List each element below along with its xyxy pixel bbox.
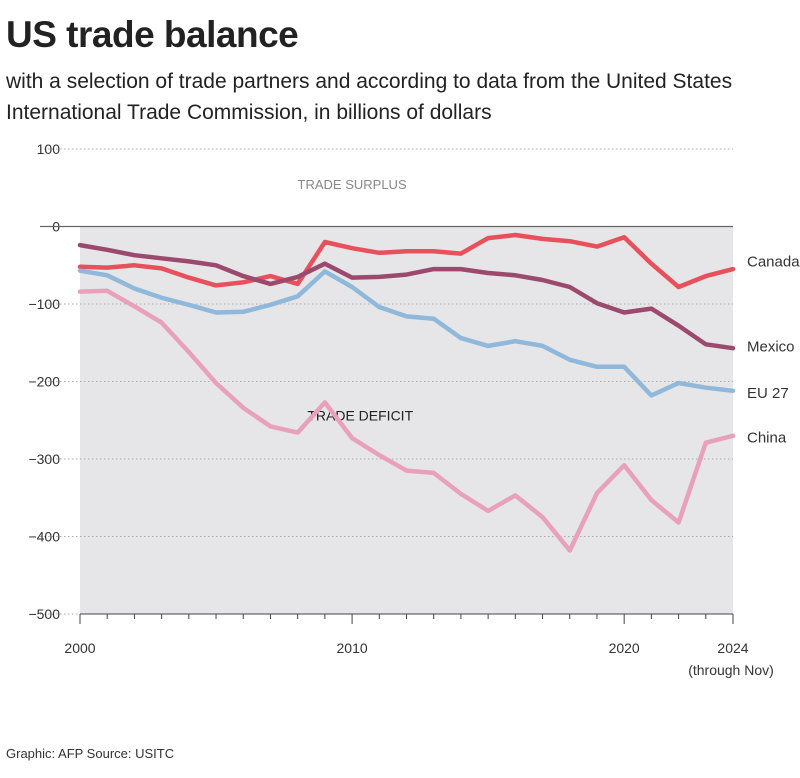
series-label: China xyxy=(747,429,787,446)
deficit-label: TRADE DEFICIT xyxy=(307,407,413,423)
series-label: EU 27 xyxy=(747,385,789,402)
series-label: Canada xyxy=(747,253,800,270)
y-tick-label: −300 xyxy=(28,451,60,467)
series-line-mexico xyxy=(77,242,736,351)
series-line-canada xyxy=(77,232,736,290)
surplus-label: TRADE SURPLUS xyxy=(298,177,407,192)
deficit-area xyxy=(80,226,733,614)
x-tick-label: 2024 xyxy=(717,640,748,656)
y-tick-label: −400 xyxy=(28,529,60,545)
series-line-eu-27 xyxy=(77,268,736,398)
y-tick-label: −500 xyxy=(28,606,60,622)
x-tick-label: 2010 xyxy=(337,640,368,656)
y-tick-label: −200 xyxy=(28,374,60,390)
chart-subtitle: with a selection of trade partners and a… xyxy=(6,70,733,124)
x-tick-note: (through Nov) xyxy=(688,662,774,678)
series-label: Mexico xyxy=(747,339,795,356)
chart-title: US trade balance xyxy=(6,14,299,55)
x-tick-label: 2020 xyxy=(609,640,640,656)
y-tick-label: −100 xyxy=(28,296,60,312)
series-line-china xyxy=(77,288,736,553)
source-credit: Graphic: AFP Source: USITC xyxy=(6,746,175,761)
x-tick-label: 2000 xyxy=(64,640,95,656)
y-tick-label: 100 xyxy=(37,141,61,157)
